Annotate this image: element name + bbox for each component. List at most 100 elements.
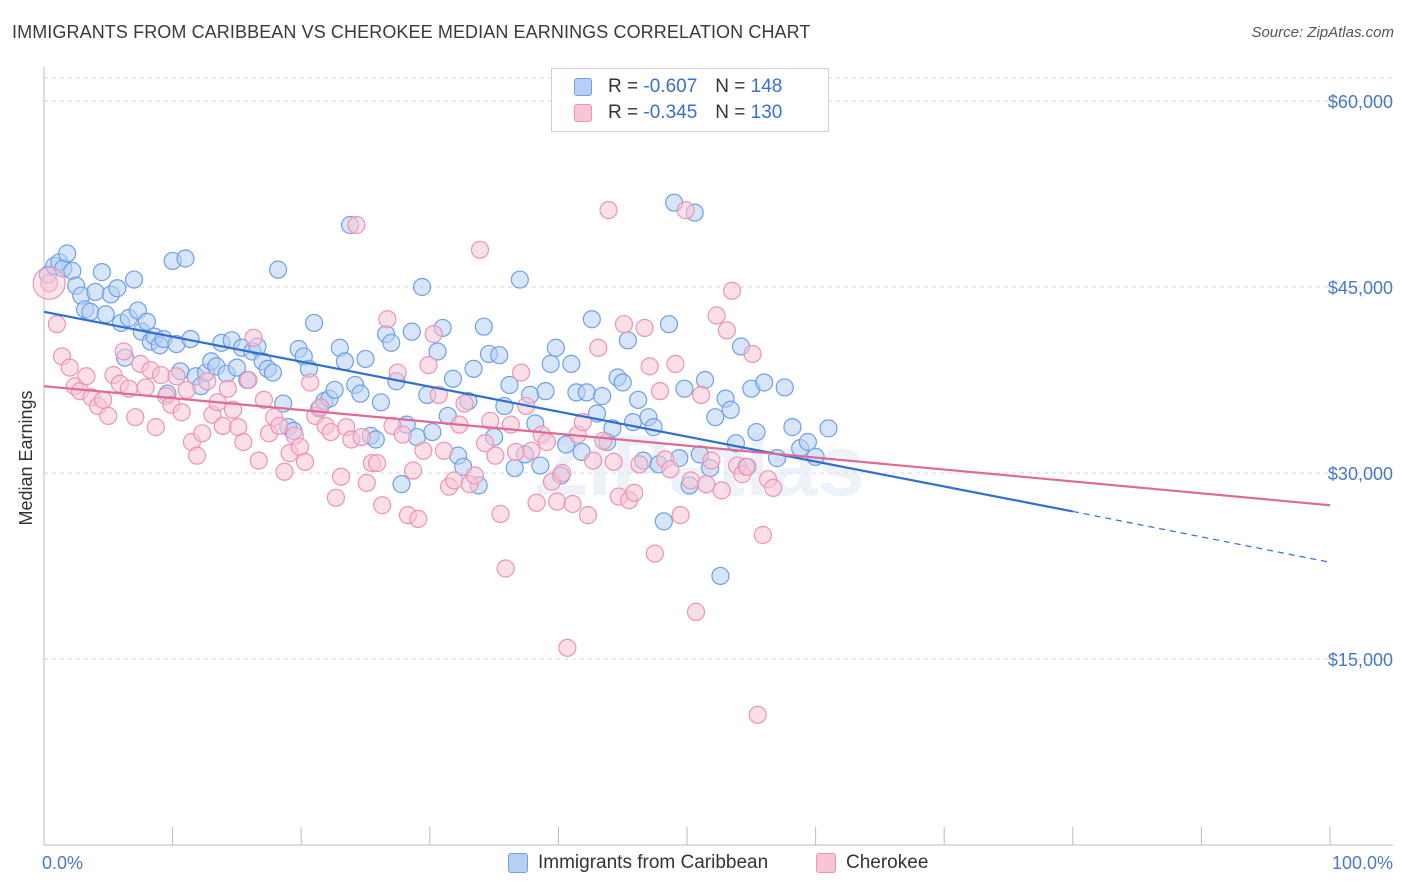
caribbean-point [577,383,596,402]
cherokee-point [136,378,155,397]
caribbean-point [582,310,601,329]
caribbean-point [176,249,195,268]
cherokee-point [172,403,191,422]
cherokee-point [537,432,556,452]
caribbean-point [402,322,421,341]
caribbean-point [593,387,612,406]
cherokee-point [151,365,171,385]
cherokee-point [114,342,133,361]
cherokee-point [661,460,680,479]
cherokee-point [625,483,644,502]
caribbean-point [644,418,663,437]
tick-labels: $15,000 $30,000 $45,000 $60,000 [1328,92,1393,670]
cherokee-point [697,475,716,494]
cherokee-point [486,446,505,465]
n-label: N = [715,102,746,123]
caribbean-point [263,363,283,382]
cherokee-point [393,425,412,444]
caribbean-point [382,333,401,352]
cherokee-point [146,418,165,437]
cherokee-point [301,373,320,392]
cherokee-trend-line [43,385,1331,507]
caribbean-point [775,378,794,397]
caribbean-point [108,279,127,298]
caribbean-point [63,261,82,280]
cherokee-point [470,240,490,259]
cherokee-point [686,602,706,621]
source-label: Source: ZipAtlas.com [1251,24,1394,41]
trend-lines [43,310,1331,563]
cherokee-point [630,455,649,474]
cherokee-point [198,372,217,391]
legend-row-cherokee: R = -0.345 N = 130 [574,100,782,126]
caribbean-point [783,418,802,437]
cherokee-point [594,431,613,450]
r-label: R = [608,76,639,97]
caribbean-point [490,346,509,365]
cherokee-point [553,463,572,483]
cherokee-swatch [574,104,592,122]
caribbean-point [562,354,581,373]
caribbean-point [371,393,391,412]
r-value: -0.607 [643,76,698,97]
r-label: R = [608,102,639,123]
cherokee-point [738,457,757,476]
cherokee-point [367,453,387,473]
caribbean-point [325,380,344,400]
cherokee-point [455,394,474,413]
caribbean-point [798,432,817,452]
caribbean-point [755,373,774,392]
cherokee-point [599,201,618,220]
caribbean-point [304,313,324,333]
cherokee-point [512,363,531,382]
caribbean-point [356,349,375,369]
caribbean-point [124,270,144,289]
cherokee-point [424,325,443,344]
cherokee-point [707,306,726,325]
cherokee-point [584,451,603,470]
caribbean-point [618,331,637,350]
y-axis-label: Median Earnings [16,390,36,525]
cherokee-point [239,370,258,390]
cherokee-point [167,367,186,386]
cherokee-point [429,385,448,404]
cherokee-point [126,408,145,427]
caribbean-point [557,435,576,454]
cherokee-point [692,385,711,404]
caribbean-point [81,302,100,321]
cherokee-point [496,559,515,578]
cherokee-point [491,504,510,524]
caribbean-point [268,260,288,279]
cherokee-point [223,400,243,419]
caribbean-point [428,342,447,361]
y-tick-label: $15,000 [1328,650,1393,670]
caribbean-point [464,359,483,378]
caribbean-point [227,358,246,377]
caribbean-point [721,400,740,419]
cherokee-point [671,506,690,525]
cherokee-point [548,492,567,511]
cherokee-point [94,390,113,409]
cherokee-point [589,338,608,357]
cherokee-point [676,201,695,220]
caribbean-legend-label: Immigrants from Caribbean [538,852,769,873]
cherokee-point [640,357,659,376]
cherokee-point [563,494,582,514]
cherokee-point [295,452,315,471]
caribbean-point [546,338,565,357]
caribbean-trend-extension [1072,510,1331,563]
r-value: -0.345 [643,102,698,123]
cherokee-legend-label: Cherokee [846,852,929,873]
cherokee-point [522,441,541,460]
caribbean-point [443,369,463,388]
caribbean-point [695,370,715,390]
cherokee-point [177,380,196,400]
cherokee-point [60,358,79,377]
cherokee-point [409,509,428,528]
cherokee-point [187,446,207,465]
cherokee-point [764,478,783,497]
caribbean-point [500,375,519,395]
chart-title: IMMIGRANTS FROM CARIBBEAN VS CHEROKEE ME… [12,22,811,42]
cherokee-point [326,488,346,507]
